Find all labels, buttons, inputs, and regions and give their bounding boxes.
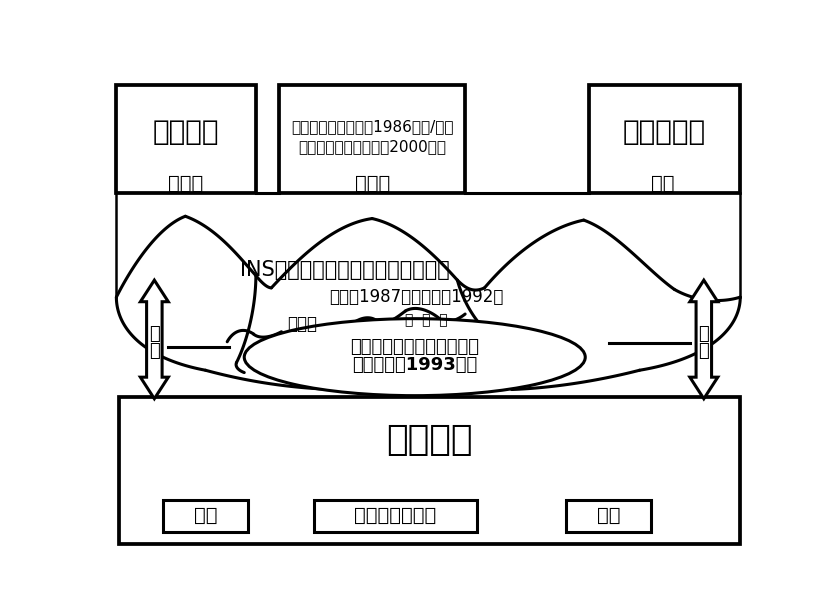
Text: 報: 報	[698, 342, 709, 360]
Text: 岩手大学地域協働研究セン: 岩手大学地域協働研究セン	[350, 338, 479, 356]
Polygon shape	[141, 280, 168, 399]
Bar	[589, 85, 740, 193]
Text: 情: 情	[698, 325, 709, 343]
Text: て産業振興センター（2000年）: て産業振興センター（2000年）	[298, 140, 446, 154]
Polygon shape	[690, 280, 718, 399]
Text: ・  ・  ・: ・ ・ ・	[405, 313, 447, 327]
Bar	[566, 499, 651, 532]
Text: ・・・: ・・・	[168, 175, 203, 193]
Bar	[119, 397, 740, 544]
Text: 設備: 設備	[597, 506, 620, 525]
Text: 岩手大学: 岩手大学	[386, 423, 473, 456]
Text: （発足1987年、組織化1992年: （発足1987年、組織化1992年	[329, 288, 504, 306]
Text: 岩手県庁: 岩手県庁	[153, 117, 220, 146]
Bar	[116, 85, 256, 193]
Text: ター設置（1993年）: ター設置（1993年）	[352, 356, 478, 374]
Text: ・・: ・・	[651, 175, 675, 193]
Text: 蓄積された知識: 蓄積された知識	[354, 506, 437, 525]
Text: 地域の企業: 地域の企業	[623, 117, 706, 146]
Text: 人: 人	[149, 325, 160, 343]
Text: ・・・: ・・・	[287, 315, 318, 333]
Text: 教員: 教員	[194, 506, 217, 525]
Text: INS（岩手ネットワークシステム）: INS（岩手ネットワークシステム）	[241, 260, 450, 280]
Bar	[279, 85, 465, 193]
Text: 材: 材	[149, 342, 160, 360]
Text: ・・・: ・・・	[354, 175, 390, 193]
Ellipse shape	[244, 319, 585, 395]
Bar	[314, 499, 477, 532]
Text: テクノポリス財団（1986年）/いわ: テクノポリス財団（1986年）/いわ	[291, 119, 453, 133]
Bar	[163, 499, 248, 532]
